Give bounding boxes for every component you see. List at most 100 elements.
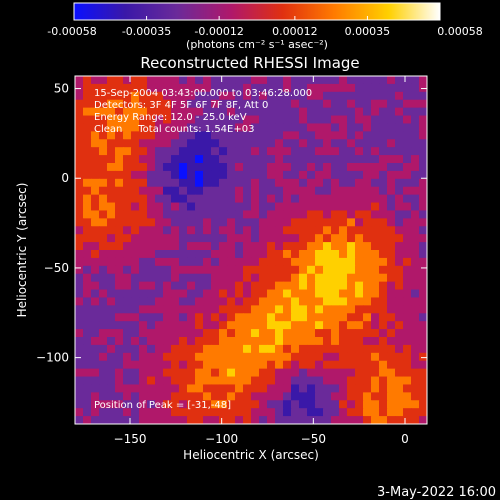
heatmap-cell [83,131,92,140]
heatmap-cell [395,131,404,140]
x-axis-label: Heliocentric X (arcsec) [183,448,319,462]
heatmap-cell [355,91,364,101]
heatmap-cell [163,170,172,180]
heatmap-cell [283,194,292,204]
heatmap-cell [387,273,396,283]
heatmap-cell [171,392,180,401]
heatmap-cell [315,115,324,125]
heatmap-cell [283,234,292,243]
heatmap-cell [83,83,92,93]
heatmap-cell [115,297,124,306]
heatmap-cell [291,337,300,346]
heatmap-cell [227,376,236,386]
heatmap-cell [155,115,164,125]
heatmap-cell [219,91,228,101]
heatmap-cell [171,368,180,378]
heatmap-cell [227,344,236,354]
heatmap-cell [171,234,180,243]
heatmap-cell [123,155,132,164]
heatmap-cell [331,321,340,330]
heatmap-cell [187,234,196,243]
heatmap-cell [235,178,244,188]
heatmap-cell [339,210,348,219]
heatmap-cell [139,242,148,251]
heatmap-cell [323,210,332,219]
heatmap-cell [275,76,284,85]
heatmap-cell [411,392,420,401]
heatmap-cell [203,234,212,243]
heatmap-cell [139,107,148,117]
heatmap-cell [235,265,244,275]
heatmap-cell [155,147,164,156]
heatmap-cell [243,178,252,188]
heatmap-cell [155,107,164,117]
heatmap-cell [75,313,84,322]
heatmap-cell [75,163,84,172]
heatmap-cell [171,337,180,346]
heatmap-cell [411,115,420,125]
heatmap-cell [179,194,188,204]
heatmap-cell [203,147,212,156]
heatmap-cell [355,360,364,370]
heatmap-cell [147,400,156,409]
heatmap-cell [235,352,244,362]
heatmap-cell [251,313,260,322]
heatmap-cell [339,178,348,188]
heatmap-cell [419,400,427,409]
heatmap-cell [115,91,124,101]
heatmap-cell [315,337,324,346]
heatmap-cell [251,242,260,251]
heatmap-cell [99,91,108,101]
heatmap-cell [243,368,252,378]
heatmap-cell [211,226,220,235]
heatmap-cell [179,99,188,109]
heatmap-cell [419,226,427,235]
heatmap-cell [363,218,372,227]
heatmap-cell [107,408,116,417]
heatmap-cell [347,273,356,283]
heatmap-cell [107,289,116,299]
heatmap-cell [115,218,124,227]
heatmap-cell [307,344,316,354]
heatmap-cell [323,384,332,393]
heatmap-cell [131,352,140,362]
heatmap-cell [323,273,332,283]
heatmap-cell [315,226,324,235]
heatmap-cell [219,392,228,401]
heatmap-cell [307,107,316,117]
heatmap-cell [259,265,268,275]
heatmap-cell [267,321,276,330]
heatmap-cell [139,91,148,101]
heatmap-cell [275,178,284,188]
heatmap-cell [139,273,148,283]
heatmap-cell [403,329,412,338]
heatmap-cell [299,115,308,125]
heatmap-cell [323,123,332,132]
heatmap-cell [379,210,388,219]
heatmap-cell [243,218,252,227]
heatmap-cell [331,234,340,243]
heatmap-cell [147,76,156,85]
heatmap-cell [419,265,427,275]
heatmap-cell [275,234,284,243]
heatmap-cell [267,250,276,259]
heatmap-cell [315,384,324,393]
heatmap-cell [307,91,316,101]
heatmap-cell [187,147,196,156]
heatmap-cell [291,170,300,180]
heatmap-cell [131,313,140,322]
heatmap-cell [123,76,132,85]
heatmap-cell [203,368,212,378]
heatmap-cell [123,83,132,93]
heatmap-cell [115,313,124,322]
heatmap-cell [131,321,140,330]
heatmap-cell [83,99,92,109]
heatmap-cell [395,400,404,409]
heatmap-cell [147,352,156,362]
heatmap-cell [219,250,228,259]
heatmap-cell [387,376,396,386]
heatmap-cell [419,131,427,140]
heatmap-cell [299,123,308,132]
heatmap-cell [227,234,236,243]
heatmap-cell [195,186,204,196]
